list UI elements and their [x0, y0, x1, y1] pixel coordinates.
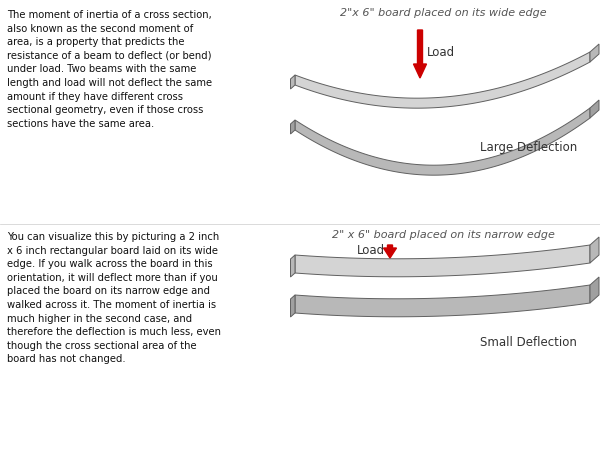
Polygon shape	[295, 285, 590, 317]
Text: Load: Load	[357, 245, 385, 257]
Polygon shape	[295, 245, 590, 277]
Text: 2" x 6" board placed on its narrow edge: 2" x 6" board placed on its narrow edge	[332, 230, 554, 240]
Polygon shape	[295, 108, 590, 175]
Polygon shape	[590, 44, 599, 62]
Text: Large Deflection: Large Deflection	[480, 141, 577, 154]
Polygon shape	[290, 75, 295, 89]
Text: Load: Load	[427, 45, 455, 58]
Polygon shape	[590, 277, 599, 303]
FancyArrow shape	[383, 245, 397, 258]
FancyArrow shape	[413, 30, 427, 78]
Polygon shape	[295, 52, 590, 108]
Polygon shape	[290, 295, 295, 317]
Polygon shape	[290, 120, 295, 134]
Text: You can visualize this by picturing a 2 inch
x 6 inch rectangular board laid on : You can visualize this by picturing a 2 …	[7, 232, 221, 365]
Polygon shape	[590, 237, 599, 263]
Text: 2"x 6" board placed on its wide edge: 2"x 6" board placed on its wide edge	[340, 8, 547, 18]
Text: The moment of inertia of a cross section,
also known as the second moment of
are: The moment of inertia of a cross section…	[7, 10, 212, 129]
Polygon shape	[590, 100, 599, 118]
Polygon shape	[290, 255, 295, 277]
Text: Small Deflection: Small Deflection	[480, 335, 577, 348]
